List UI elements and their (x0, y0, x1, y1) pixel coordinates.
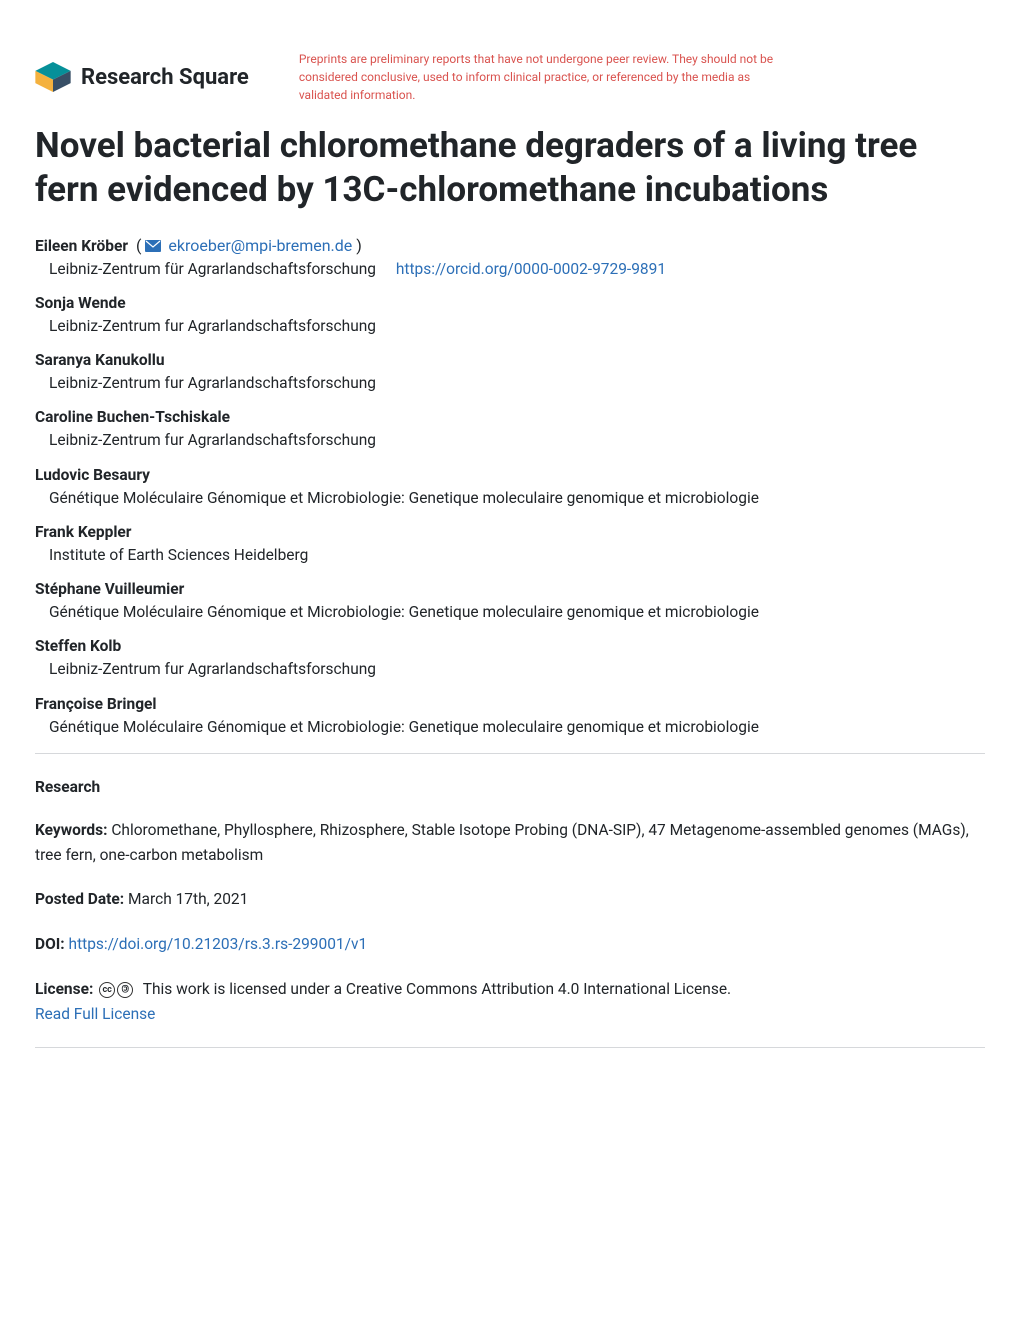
author-name: Saranya Kanukollu (35, 351, 165, 369)
authors-list: Eileen Kröber ( ekroeber@mpi-bremen.de )… (35, 236, 985, 739)
author-affiliation: Leibniz-Zentrum für Agrarlandschaftsfors… (49, 260, 376, 278)
author-name: Caroline Buchen-Tschiskale (35, 408, 230, 426)
divider-bottom (35, 1047, 985, 1048)
header-row: Research Square Preprints are preliminar… (35, 50, 985, 104)
divider (35, 753, 985, 754)
read-full-license-link[interactable]: Read Full License (35, 1005, 155, 1023)
article-type: Research (35, 778, 985, 796)
author-entry: Françoise Bringel Génétique Moléculaire G… (35, 694, 985, 739)
author-entry: Stéphane Vuilleumier Génétique Moléculair… (35, 579, 985, 624)
research-square-logo-icon (35, 62, 71, 92)
author-email-link[interactable]: ekroeber@mpi-bremen.de (168, 236, 352, 255)
brand-logo: Research Square (35, 62, 249, 92)
author-name: Ludovic Besaury (35, 466, 150, 484)
author-affiliation: Institute of Earth Sciences Heidelberg (35, 544, 985, 567)
author-affiliation-row: Leibniz-Zentrum für Agrarlandschaftsfors… (35, 258, 985, 281)
author-name: Steffen Kolb (35, 637, 121, 655)
posted-date: March 17th, 2021 (128, 890, 248, 908)
doi-link[interactable]: https://doi.org/10.21203/rs.3.rs-299001/… (69, 935, 368, 953)
keywords-label: Keywords: (35, 821, 107, 839)
brand-name: Research Square (81, 65, 249, 90)
cc-by-icon: 🄯 (117, 982, 133, 998)
author-affiliation: Génétique Moléculaire Génomique et Micro… (35, 601, 985, 624)
author-affiliation: Leibniz-Zentrum fur Agrarlandschaftsfors… (35, 658, 985, 681)
author-entry: Sonja Wende Leibniz-Zentrum fur Agrarland… (35, 293, 985, 338)
posted-date-row: Posted Date: March 17th, 2021 (35, 887, 985, 912)
author-entry: Frank Keppler Institute of Earth Sciences… (35, 522, 985, 567)
author-entry: Saranya Kanukollu Leibniz-Zentrum fur Agr… (35, 350, 985, 395)
license-text: This work is licensed under a Creative C… (143, 980, 731, 998)
author-entry: Ludovic Besaury Génétique Moléculaire Gén… (35, 465, 985, 510)
author-name: Sonja Wende (35, 294, 126, 312)
author-name: Françoise Bringel (35, 695, 157, 713)
author-entry: Caroline Buchen-Tschiskale Leibniz-Zentru… (35, 407, 985, 452)
orcid-link[interactable]: https://orcid.org/0000-0002-9729-9891 (396, 260, 666, 278)
author-affiliation: Leibniz-Zentrum fur Agrarlandschaftsfors… (35, 315, 985, 338)
preprint-disclaimer: Preprints are preliminary reports that h… (299, 50, 779, 104)
doi-label: DOI: (35, 935, 65, 953)
email-icon (145, 240, 161, 252)
doi-row: DOI: https://doi.org/10.21203/rs.3.rs-29… (35, 932, 985, 957)
license-row: License: cc🄯 This work is licensed under… (35, 977, 985, 1027)
author-name: Stéphane Vuilleumier (35, 580, 184, 598)
author-entry: Steffen Kolb Leibniz-Zentrum fur Agrarlan… (35, 636, 985, 681)
license-label: License: (35, 980, 93, 998)
cc-icons: cc🄯 (99, 977, 135, 1002)
author-name: Frank Keppler (35, 523, 131, 541)
author-name: Eileen Kröber (35, 237, 128, 255)
author-affiliation: Génétique Moléculaire Génomique et Micro… (35, 716, 985, 739)
paren-close: ) (356, 236, 362, 255)
keywords-text: Chloromethane, Phyllosphere, Rhizosphere… (35, 821, 969, 864)
author-affiliation: Génétique Moléculaire Génomique et Micro… (35, 487, 985, 510)
author-entry-corresponding: Eileen Kröber ( ekroeber@mpi-bremen.de )… (35, 236, 985, 281)
posted-date-label: Posted Date: (35, 890, 124, 908)
paper-title: Novel bacterial chloromethane degraders … (35, 124, 985, 212)
author-affiliation: Leibniz-Zentrum fur Agrarlandschaftsfors… (35, 429, 985, 452)
cc-icon: cc (99, 982, 115, 998)
paren-open: ( (132, 236, 145, 255)
author-affiliation: Leibniz-Zentrum fur Agrarlandschaftsfors… (35, 372, 985, 395)
keywords-row: Keywords: Chloromethane, Phyllosphere, R… (35, 818, 985, 868)
